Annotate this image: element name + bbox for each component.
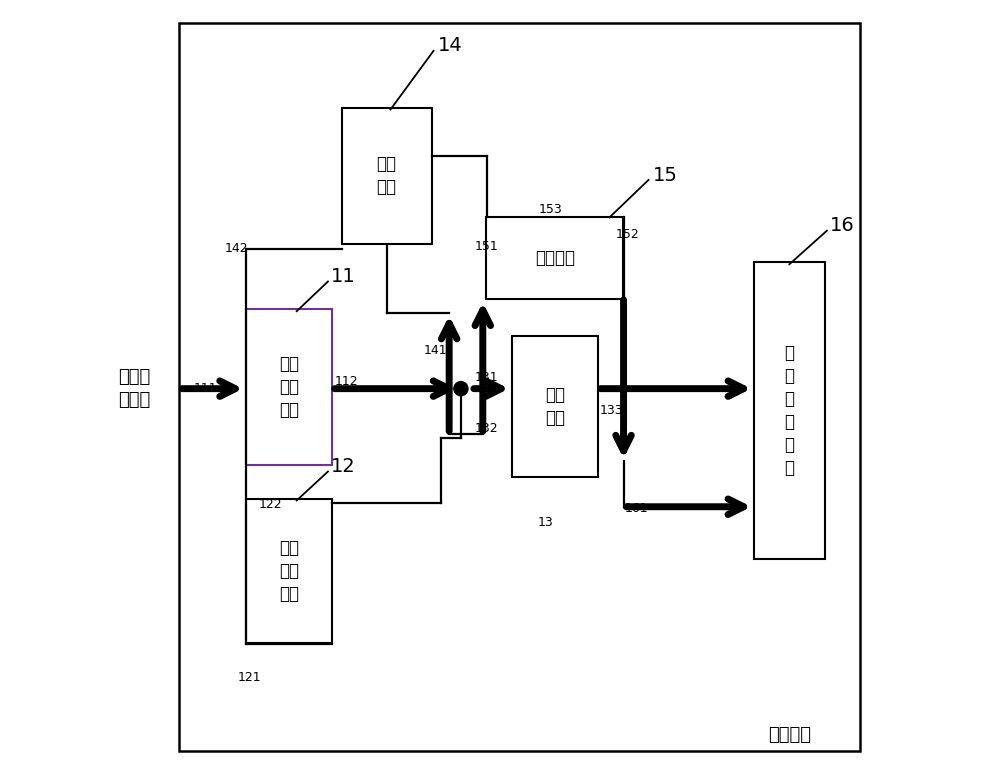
- Circle shape: [454, 382, 468, 396]
- Text: 161: 161: [625, 502, 649, 515]
- Bar: [246, 499, 332, 643]
- Text: 开关
电路: 开关 电路: [545, 386, 565, 427]
- Text: 151: 151: [474, 240, 498, 253]
- Text: 152: 152: [616, 228, 639, 241]
- Text: 153: 153: [539, 203, 563, 216]
- Text: 无线
充电
模块: 无线 充电 模块: [279, 539, 299, 603]
- Text: 控制
电路: 控制 电路: [377, 156, 397, 196]
- Text: 133: 133: [600, 404, 624, 417]
- Text: 充电电路: 充电电路: [768, 726, 811, 744]
- Text: 132: 132: [474, 422, 498, 435]
- Text: 第一充
电信号: 第一充 电信号: [118, 368, 150, 409]
- Text: 121: 121: [238, 671, 262, 683]
- Text: 15: 15: [652, 166, 677, 185]
- Text: 142: 142: [225, 242, 248, 255]
- Text: 充
电
管
理
芯
片: 充 电 管 理 芯 片: [784, 344, 794, 477]
- Text: 112: 112: [334, 375, 358, 388]
- Text: 141: 141: [423, 344, 447, 357]
- Text: 14: 14: [437, 36, 462, 55]
- Bar: [179, 23, 860, 751]
- Text: 有线
连接
模块: 有线 连接 模块: [279, 355, 299, 419]
- Text: 分流电路: 分流电路: [535, 249, 575, 267]
- Bar: [342, 107, 432, 244]
- Text: 122: 122: [259, 498, 283, 511]
- Text: 131: 131: [474, 371, 498, 384]
- Text: 111: 111: [193, 382, 217, 395]
- Bar: [246, 309, 332, 465]
- Text: 11: 11: [331, 267, 356, 285]
- Text: 16: 16: [830, 216, 855, 235]
- Bar: [486, 217, 623, 299]
- Text: 13: 13: [538, 516, 553, 529]
- Text: 12: 12: [331, 457, 356, 475]
- Bar: [754, 262, 825, 559]
- Bar: [512, 336, 598, 477]
